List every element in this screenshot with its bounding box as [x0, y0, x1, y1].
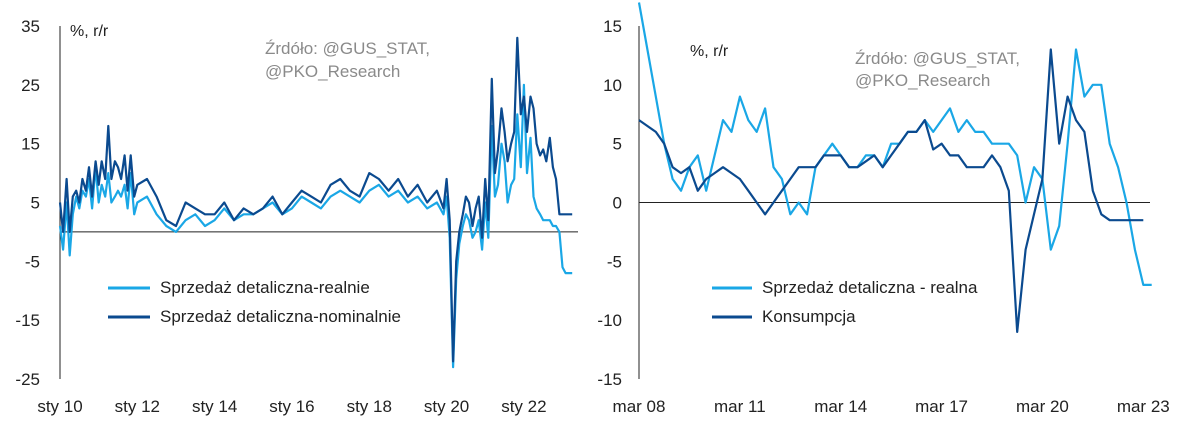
y-tick-label: 25: [21, 76, 40, 95]
source-annotation: @PKO_Research: [855, 71, 990, 90]
legend-label: Konsumpcja: [762, 307, 856, 326]
legend-label: Sprzedaż detaliczna - realna: [762, 278, 978, 297]
y-tick-label: -25: [15, 370, 40, 389]
y-tick-label: 15: [21, 135, 40, 154]
unit-label: %, r/r: [70, 23, 109, 40]
x-tick-label: mar 20: [1016, 397, 1069, 416]
series-line-2: [58, 36, 573, 363]
y-tick-label: 15: [603, 17, 622, 36]
chart-panel-2: 15 10 5 0 -5 -10 -15 mar 08 mar 11 mar 14 mar 17 ma…: [597, 2, 1170, 416]
series-line-1: [637, 2, 1152, 286]
series-line-2: [638, 48, 1144, 333]
unit-label: %, r/r: [690, 43, 729, 60]
source-annotation: @PKO_Research: [265, 62, 400, 81]
x-tick-label: sty 14: [192, 397, 237, 416]
y-tick-label: 10: [603, 76, 622, 95]
y-tick-label: 0: [613, 194, 622, 213]
legend-label: Sprzedaż detaliczna-nominalnie: [160, 307, 401, 326]
y-tick-label: 35: [21, 17, 40, 36]
source-annotation: Źrdóło: @GUS_STAT,: [265, 39, 430, 58]
x-tick-label: mar 14: [814, 397, 867, 416]
x-tick-label: sty 16: [269, 397, 314, 416]
y-tick-label: -10: [597, 311, 622, 330]
x-tick-label: mar 23: [1117, 397, 1170, 416]
x-tick-label: sty 10: [37, 397, 82, 416]
y-tick-label: 5: [613, 135, 622, 154]
source-annotation: Źrdóło: @GUS_STAT,: [855, 49, 1020, 68]
x-tick-label: mar 17: [915, 397, 968, 416]
y-tick-label: -15: [597, 370, 622, 389]
y-tick-label: 5: [31, 194, 40, 213]
x-tick-label: sty 22: [501, 397, 546, 416]
chart-panel-1: 35 25 15 5 -5 -15 -25 sty 10 sty 12 sty 14 sty 16 s…: [15, 17, 578, 416]
x-tick-label: sty 18: [347, 397, 392, 416]
x-tick-label: sty 20: [424, 397, 469, 416]
y-tick-label: -15: [15, 311, 40, 330]
y-tick-label: -5: [25, 252, 40, 271]
legend-label: Sprzedaż detaliczna-realnie: [160, 278, 370, 297]
x-tick-label: mar 11: [714, 397, 766, 416]
series-line-1: [58, 83, 573, 369]
x-tick-label: sty 12: [115, 397, 160, 416]
x-tick-label: mar 08: [613, 397, 666, 416]
y-tick-label: -5: [607, 252, 622, 271]
